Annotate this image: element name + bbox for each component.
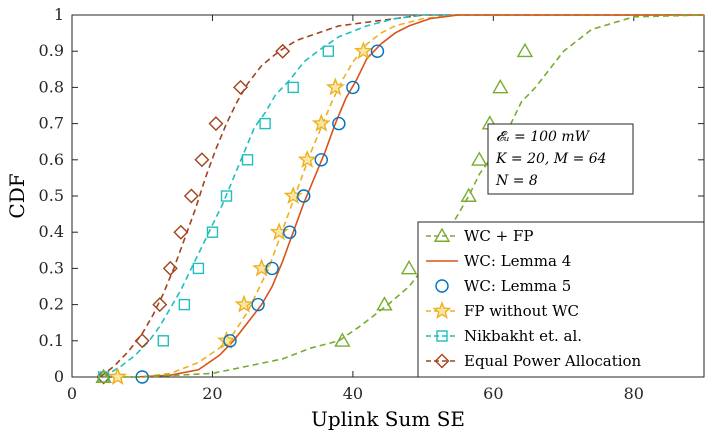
data-point — [135, 370, 149, 384]
legend-entry: Equal Power Allocation — [426, 352, 642, 370]
y-tick-label: 0.6 — [39, 150, 64, 169]
data-point — [134, 333, 150, 349]
data-point — [259, 117, 271, 130]
x-tick-label: 40 — [343, 384, 363, 403]
legend-entry: FP without WC — [426, 301, 579, 320]
data-point — [234, 294, 254, 313]
axis-ticks: 0 20 40 60 80 0 0.1 0.2 0.3 0.4 0.5 0.6 0.7 0.8 0.9 1 — [39, 5, 704, 403]
data-point — [346, 80, 360, 95]
data-point — [322, 45, 335, 57]
data-point — [334, 332, 351, 347]
data-point — [287, 81, 299, 94]
legend: WC + FP WC: Lemma 4 WC: Lemma 5 FP without … — [417, 221, 705, 378]
data-point — [157, 335, 169, 347]
legend-swatch-marker — [433, 227, 451, 242]
data-point — [108, 367, 128, 386]
legend-label: WC + FP — [464, 227, 534, 245]
series-line — [114, 14, 704, 378]
legend-box — [417, 221, 705, 378]
data-point — [241, 154, 254, 166]
data-point — [471, 151, 488, 166]
data-point — [192, 262, 205, 275]
series-line — [103, 14, 705, 378]
data-point — [332, 116, 346, 131]
series-markers — [95, 41, 534, 386]
y-tick-label: 0.1 — [39, 331, 64, 350]
data-point — [217, 330, 236, 349]
legend-swatch-marker — [435, 279, 449, 293]
data-point — [162, 260, 178, 276]
data-point — [223, 334, 237, 348]
data-point — [282, 225, 297, 239]
legend-entry: Nikbakht et. al. — [426, 327, 582, 345]
legend-swatch-marker — [436, 330, 448, 342]
x-tick-label: 80 — [624, 384, 644, 403]
y-tick-label: 0.7 — [39, 114, 64, 133]
data-point — [194, 152, 210, 168]
legend-label: FP without WC — [464, 302, 579, 320]
legend-entry: WC + FP — [426, 227, 534, 245]
data-point — [206, 226, 219, 238]
x-tick-label: 20 — [202, 384, 222, 403]
data-point — [516, 42, 534, 58]
y-axis-title: CDF — [5, 173, 29, 218]
data-point — [275, 43, 291, 59]
y-tick-label: 0.8 — [39, 77, 64, 96]
legend-swatch-marker — [432, 301, 452, 320]
y-tick-label: 0 — [54, 367, 64, 386]
data-point — [297, 189, 311, 203]
annotation-line-2: K = 20, M = 64 — [495, 151, 607, 167]
legend-label: WC: Lemma 5 — [464, 277, 571, 295]
x-axis-title: Uplink Sum SE — [311, 407, 465, 431]
data-point — [492, 78, 509, 94]
x-tick-label: 0 — [67, 384, 77, 403]
data-point — [208, 116, 224, 132]
y-tick-label: 0.2 — [39, 295, 64, 314]
data-point — [314, 153, 328, 167]
data-point — [353, 41, 373, 60]
annotation-line-3: N = 8 — [495, 173, 538, 189]
data-point — [178, 298, 191, 311]
data-point — [460, 187, 477, 202]
y-tick-label: 0.3 — [39, 258, 64, 277]
x-tick-label: 60 — [483, 384, 503, 403]
data-point — [311, 113, 331, 132]
y-tick-label: 0.4 — [39, 222, 64, 241]
data-point — [233, 79, 249, 95]
legend-label: WC: Lemma 4 — [464, 252, 571, 270]
data-point — [152, 297, 168, 313]
data-point — [183, 188, 199, 204]
legend-entry: WC: Lemma 5 — [435, 277, 571, 295]
y-tick-label: 0.9 — [39, 41, 64, 60]
legend-label: Equal Power Allocation — [464, 352, 642, 370]
data-point — [251, 297, 265, 312]
data-point — [370, 44, 385, 58]
data-point — [325, 77, 345, 96]
data-point — [173, 224, 189, 240]
legend-entry: WC: Lemma 4 — [426, 252, 571, 270]
annotation-line-1: 𝓔ᵤ = 100 mW — [496, 129, 591, 145]
series-line — [103, 14, 704, 378]
legend-label: Nikbakht et. al. — [464, 327, 582, 345]
y-tick-label: 1 — [54, 5, 64, 24]
data-point — [95, 368, 112, 383]
annotation-box: 𝓔ᵤ = 100 mW K = 20, M = 64 N = 8 — [487, 123, 634, 195]
y-tick-label: 0.5 — [39, 186, 64, 205]
data-point — [220, 190, 233, 202]
legend-swatch-marker — [434, 353, 450, 369]
data-point — [297, 149, 317, 168]
data-point — [265, 261, 279, 276]
data-point — [376, 296, 393, 311]
data-point — [400, 259, 418, 275]
